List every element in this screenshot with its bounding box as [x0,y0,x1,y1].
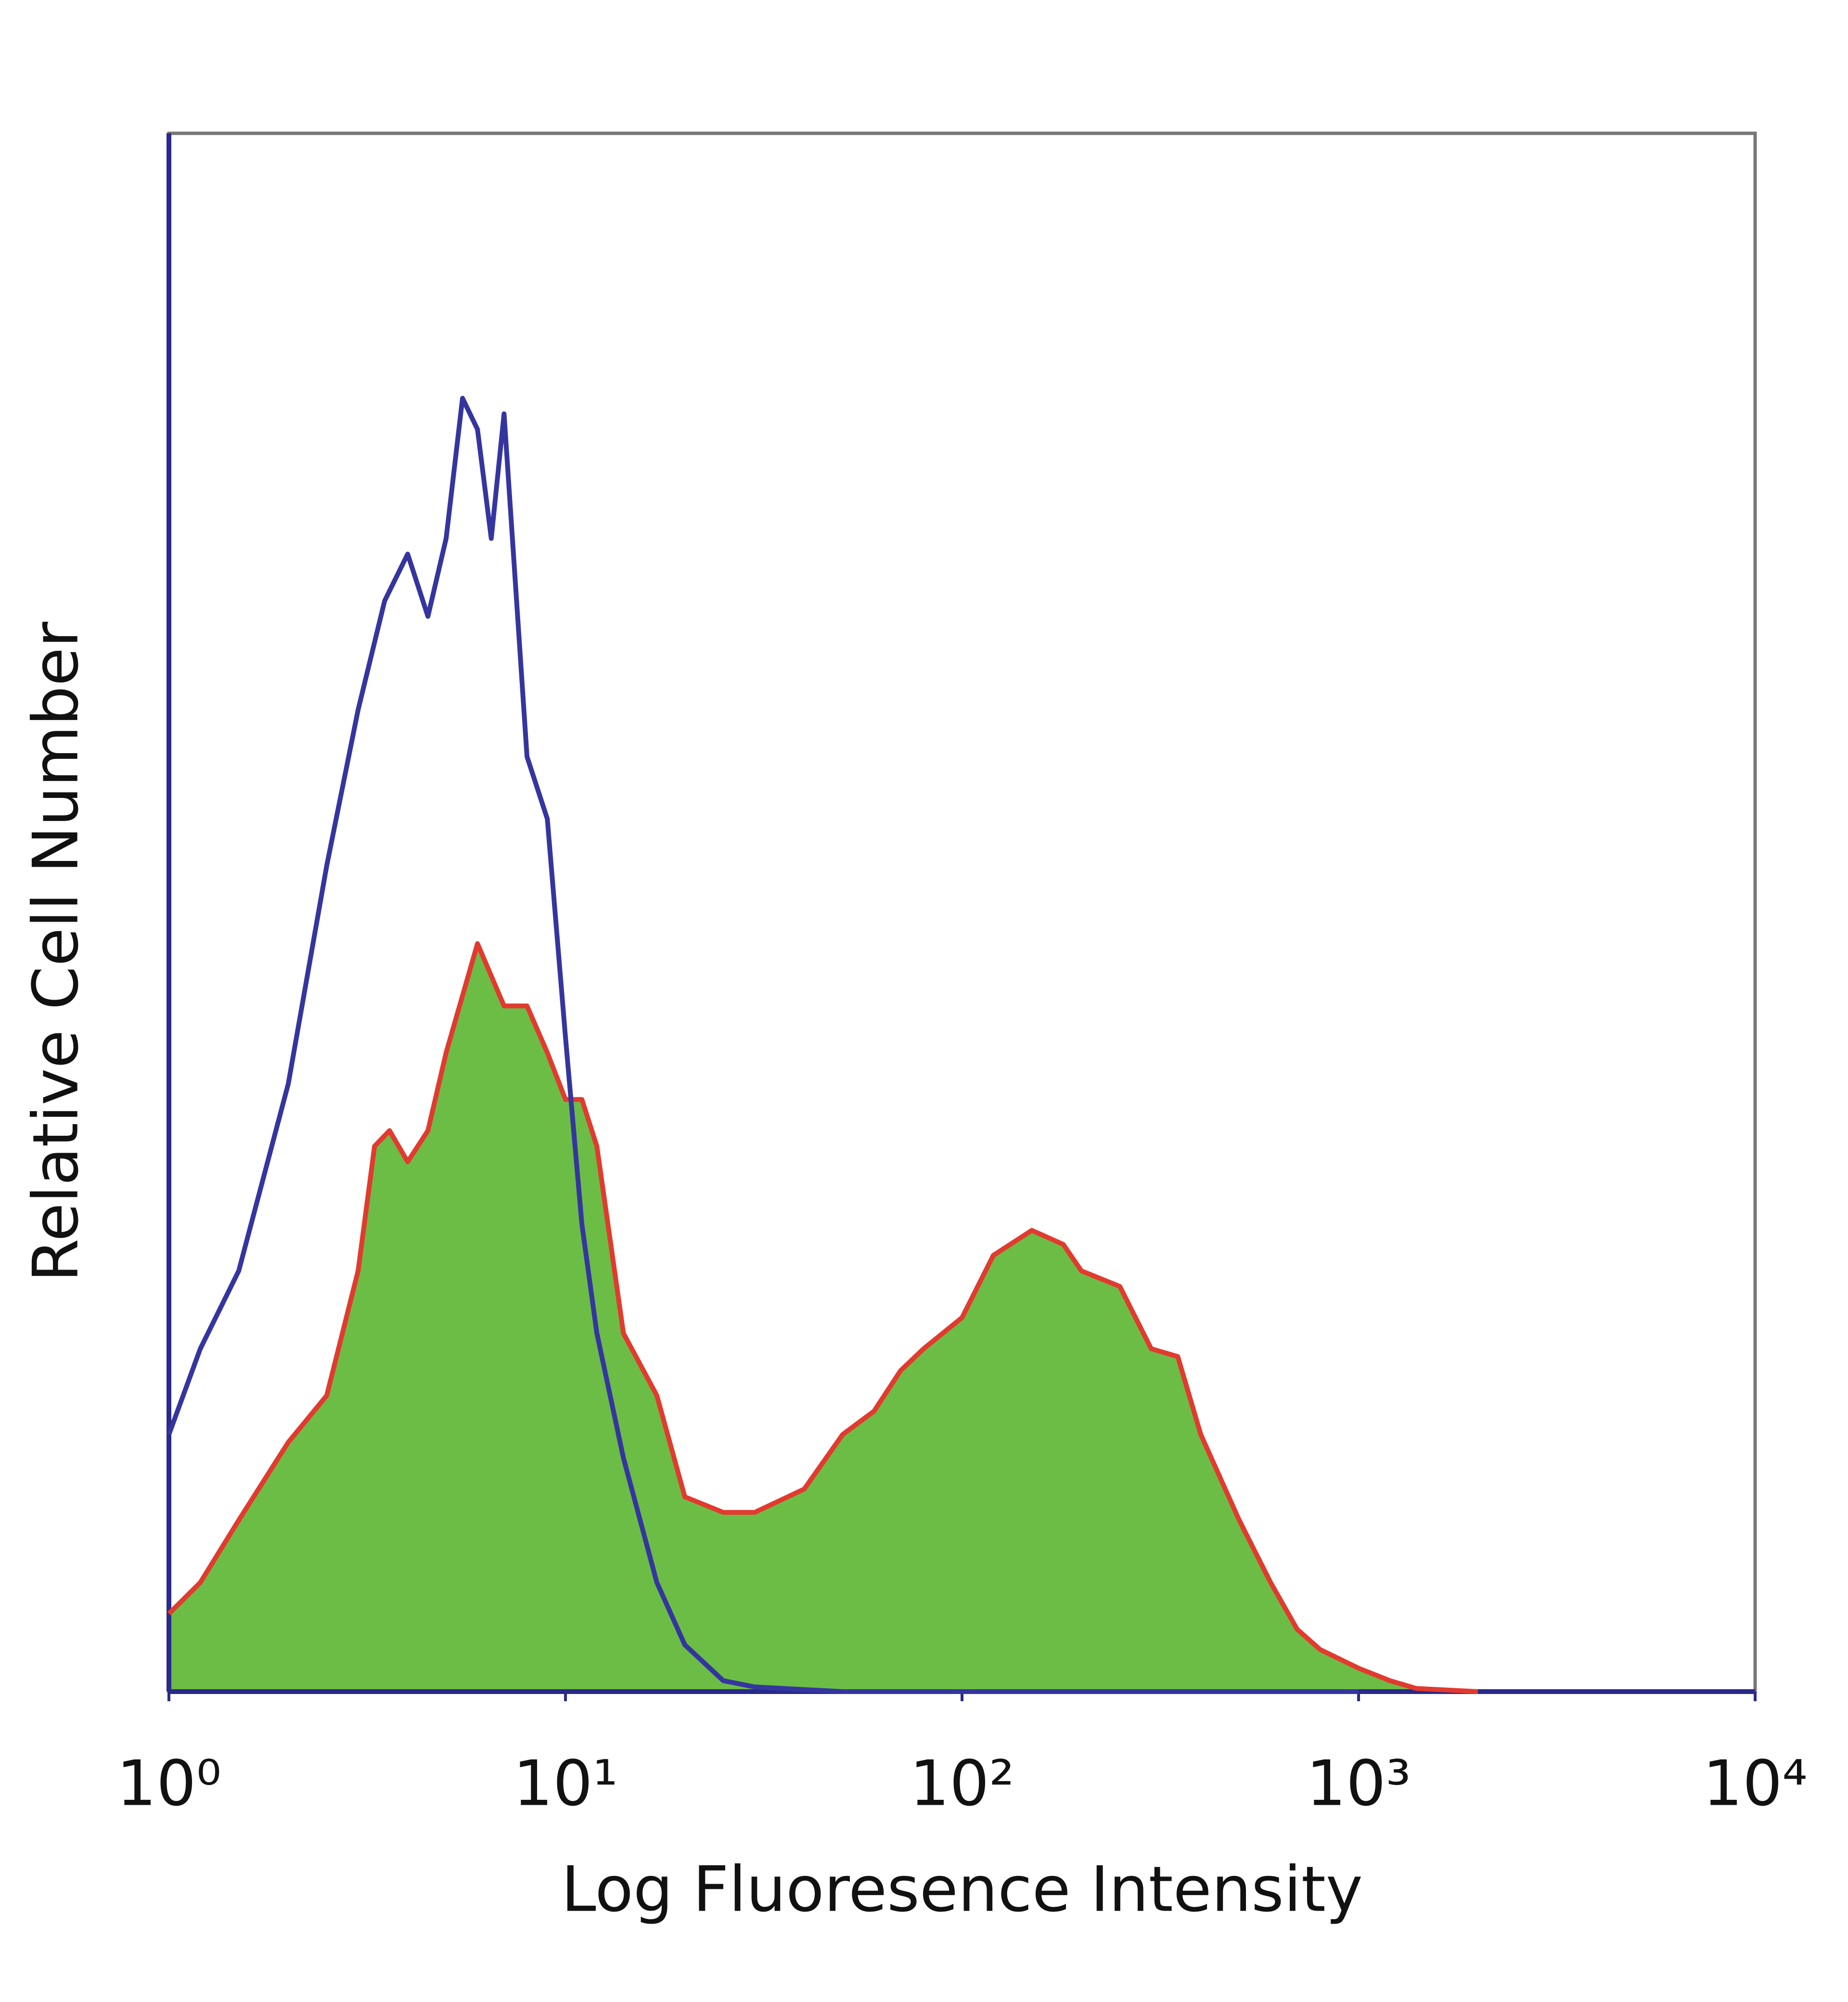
y-axis-label: Relative Cell Number [19,621,92,1282]
x-tick-label: 10² [910,1747,1014,1820]
x-tick-label: 10⁴ [1703,1747,1808,1820]
x-axis-label: Log Fluoresence Intensity [561,1853,1363,1926]
x-tick-label: 10¹ [513,1747,618,1820]
series-line [167,396,1359,1694]
x-tick-label: 10³ [1306,1747,1411,1820]
series-line [167,941,1478,1694]
area-fill [169,943,1478,1692]
x-tick-label: 10⁰ [116,1747,221,1820]
